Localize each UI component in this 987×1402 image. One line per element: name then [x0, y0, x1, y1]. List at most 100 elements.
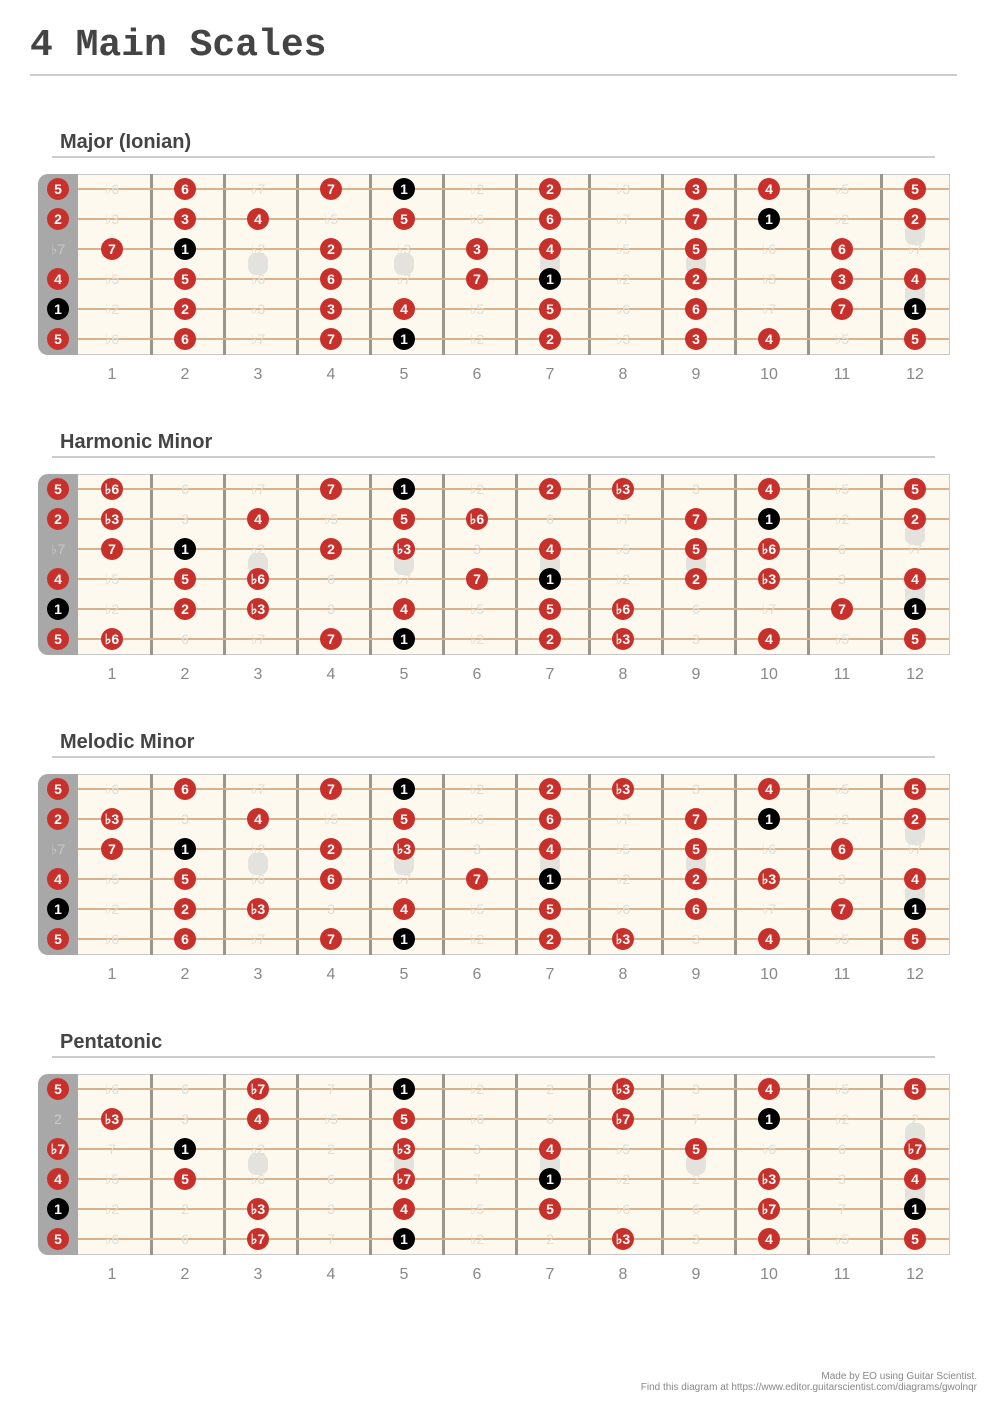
- interval-label: 3: [181, 811, 189, 827]
- fret-wire: [588, 174, 591, 355]
- fret-number: 3: [253, 366, 263, 383]
- fret-wire: [588, 474, 591, 655]
- fret-number: 6: [472, 666, 482, 683]
- interval-label: 3: [473, 541, 481, 557]
- scale-note-marker: ♭7: [758, 1198, 780, 1220]
- interval-label: ♭7: [50, 241, 66, 257]
- neck: [78, 1074, 950, 1255]
- scale-note-marker: 5: [47, 178, 69, 200]
- scale-note-marker: 7: [320, 478, 342, 500]
- interval-label: ♭2: [104, 1201, 120, 1217]
- fret-wire: [661, 774, 664, 955]
- fret-wire: [588, 774, 591, 955]
- scale-note-marker: ♭3: [393, 538, 415, 560]
- interval-label: ♭5: [104, 1171, 120, 1187]
- scale-note-marker: 2: [685, 568, 707, 590]
- scale-note-marker: 6: [539, 208, 561, 230]
- interval-label: 2: [327, 1141, 335, 1157]
- title-divider: [30, 74, 957, 76]
- guitar-string: [78, 1118, 949, 1120]
- root-note-marker: 1: [539, 568, 561, 590]
- fret-wire: [296, 1074, 299, 1255]
- fret-wire: [734, 774, 737, 955]
- interval-label: ♭2: [834, 511, 850, 527]
- root-note-marker: 1: [393, 1228, 415, 1250]
- fret-number: 9: [691, 1266, 701, 1283]
- interval-label: ♭2: [469, 481, 485, 497]
- root-note-marker: 1: [393, 1078, 415, 1100]
- interval-label: ♭7: [250, 181, 266, 197]
- scale-note-marker: 2: [904, 808, 926, 830]
- fret-number: 8: [618, 666, 628, 683]
- scale-note-marker: ♭3: [247, 898, 269, 920]
- scale-note-marker: 6: [320, 268, 342, 290]
- guitar-string: [78, 938, 949, 940]
- scale-note-marker: 5: [904, 928, 926, 950]
- fret-wire: [150, 174, 153, 355]
- footer-link[interactable]: Find this diagram at https://www.editor.…: [640, 1382, 977, 1393]
- interval-label: 7: [327, 1081, 335, 1097]
- interval-label: ♭5: [615, 841, 631, 857]
- interval-label: 6: [838, 1141, 846, 1157]
- interval-label: ♭6: [104, 1231, 120, 1247]
- fret-wire: [880, 174, 883, 355]
- interval-label: ♭2: [469, 931, 485, 947]
- scale-note-marker: 5: [904, 328, 926, 350]
- interval-label: ♭6: [761, 1141, 777, 1157]
- root-note-marker: 1: [174, 538, 196, 560]
- guitar-string: [78, 278, 949, 280]
- fret-number: 2: [180, 366, 190, 383]
- section-divider: [52, 756, 935, 758]
- fret-number: 1: [107, 1266, 117, 1283]
- interval-label: ♭3: [761, 271, 777, 287]
- interval-label: 7: [838, 1201, 846, 1217]
- neck: [78, 474, 950, 655]
- scale-note-marker: ♭3: [393, 1138, 415, 1160]
- fret-number-row: 1 2 3 4 5 6 7 8 9 10 11 12: [0, 366, 987, 386]
- interval-label: 3: [181, 1111, 189, 1127]
- scale-note-marker: ♭3: [101, 1108, 123, 1130]
- fret-wire: [515, 774, 518, 955]
- interval-label: ♭5: [615, 541, 631, 557]
- fret-wire: [807, 174, 810, 355]
- fret-wire: [442, 174, 445, 355]
- interval-label: 3: [327, 1201, 335, 1217]
- scale-section: Harmonic Minor 5 ♭6 6 ♭7 7 1 ♭2 2 ♭3 3 4 ♭5 5 2 ♭3 3 4 ♭5 5…: [0, 431, 987, 731]
- interval-label: ♭3: [615, 181, 631, 197]
- root-note-marker: 1: [904, 298, 926, 320]
- interval-label: 3: [327, 901, 335, 917]
- scale-note-marker: 2: [685, 268, 707, 290]
- fret-wire: [661, 1074, 664, 1255]
- nut: [38, 1074, 78, 1255]
- interval-label: 6: [838, 541, 846, 557]
- interval-label: 3: [692, 1081, 700, 1097]
- interval-label: ♭2: [615, 571, 631, 587]
- scale-note-marker: 2: [539, 328, 561, 350]
- scale-note-marker: 7: [466, 568, 488, 590]
- root-note-marker: 1: [47, 898, 69, 920]
- fret-number: 2: [180, 966, 190, 983]
- fret-marker-dot: [248, 1153, 268, 1175]
- interval-label: ♭5: [469, 1201, 485, 1217]
- interval-label: ♭7: [396, 571, 412, 587]
- scale-note-marker: 5: [904, 1078, 926, 1100]
- interval-label: 2: [181, 1201, 189, 1217]
- scale-note-marker: ♭3: [101, 808, 123, 830]
- scale-note-marker: 5: [47, 1228, 69, 1250]
- scale-note-marker: 5: [174, 868, 196, 890]
- guitar-string: [78, 1208, 949, 1210]
- fret-number: 1: [107, 366, 117, 383]
- interval-label: ♭7: [250, 781, 266, 797]
- interval-label: ♭2: [834, 211, 850, 227]
- root-note-marker: 1: [393, 478, 415, 500]
- interval-label: ♭2: [834, 811, 850, 827]
- fret-wire: [734, 1074, 737, 1255]
- scale-note-marker: 4: [247, 1108, 269, 1130]
- root-note-marker: 1: [393, 928, 415, 950]
- scale-note-marker: 2: [904, 208, 926, 230]
- interval-label: 7: [692, 1111, 700, 1127]
- scale-note-marker: 4: [539, 838, 561, 860]
- guitar-string: [78, 1088, 949, 1090]
- guitar-string: [78, 248, 949, 250]
- interval-label: 3: [692, 931, 700, 947]
